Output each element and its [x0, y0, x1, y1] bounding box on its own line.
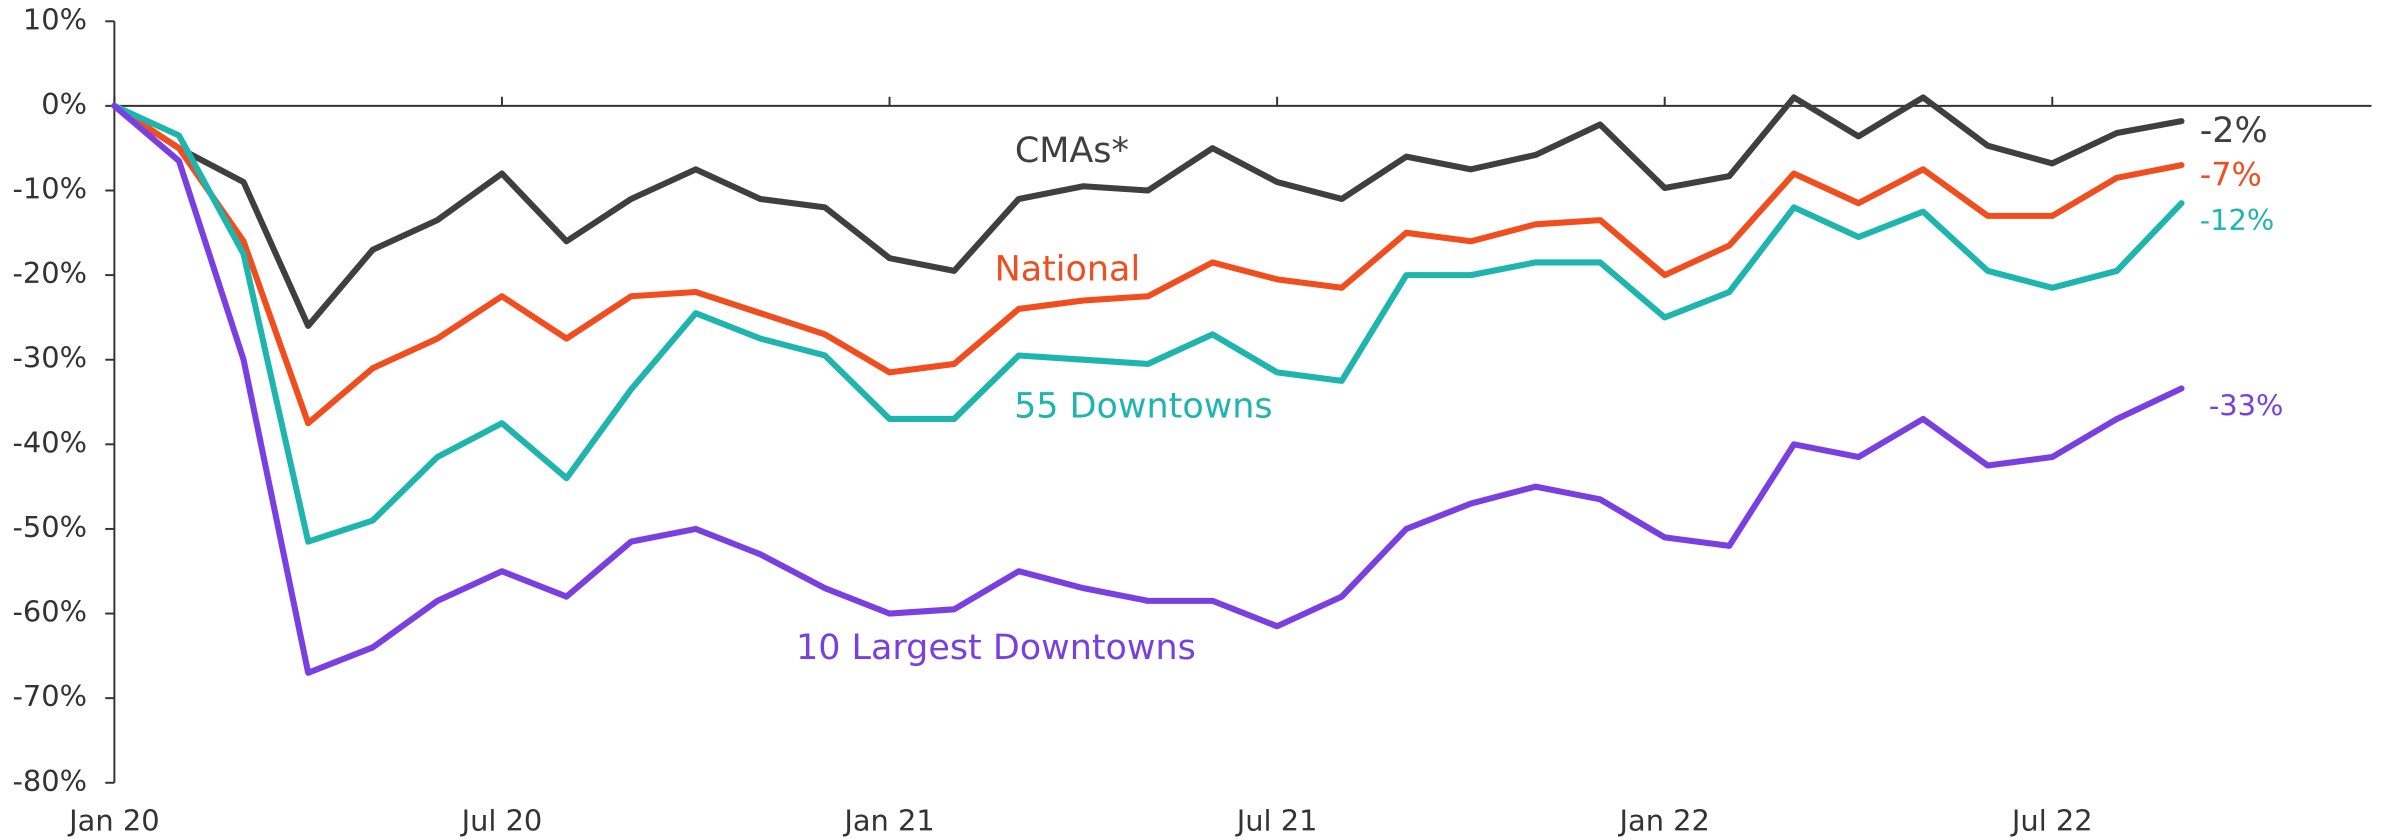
x-tick-label: Jul 22 [2010, 803, 2093, 837]
series-label: 55 Downtowns [1014, 386, 1273, 426]
y-tick-label: -80% [12, 764, 87, 798]
series-line [111, 102, 2185, 545]
y-tick-label: -30% [12, 341, 87, 375]
series-line [111, 94, 2185, 329]
end-label: -12% [2200, 203, 2275, 237]
y-tick-label: -40% [12, 425, 87, 459]
x-tick-label: Jul 21 [1235, 803, 1318, 837]
series-line [111, 102, 2185, 427]
y-tick-label: 10% [23, 2, 87, 36]
end-label: -33% [2209, 388, 2284, 422]
x-tick-label: Jul 20 [460, 803, 543, 837]
y-tick-label: -10% [12, 171, 87, 205]
y-tick-label: -20% [12, 256, 87, 290]
series-label: CMAs* [1015, 131, 1129, 171]
x-tick-label: Jan 22 [1618, 803, 1710, 837]
y-tick-label: -70% [12, 679, 87, 713]
series-label: National [995, 250, 1141, 290]
x-tick-label: Jan 21 [842, 803, 934, 837]
y-tick-label: 0% [41, 87, 87, 121]
series-line [111, 102, 2185, 676]
series-label: 10 Largest Downtowns [796, 628, 1196, 668]
y-tick-label: -60% [12, 595, 87, 629]
end-label: -2% [2200, 111, 2268, 151]
x-tick-label: Jan 20 [67, 803, 159, 837]
y-tick-label: -50% [12, 510, 87, 544]
end-label: -7% [2200, 155, 2262, 193]
